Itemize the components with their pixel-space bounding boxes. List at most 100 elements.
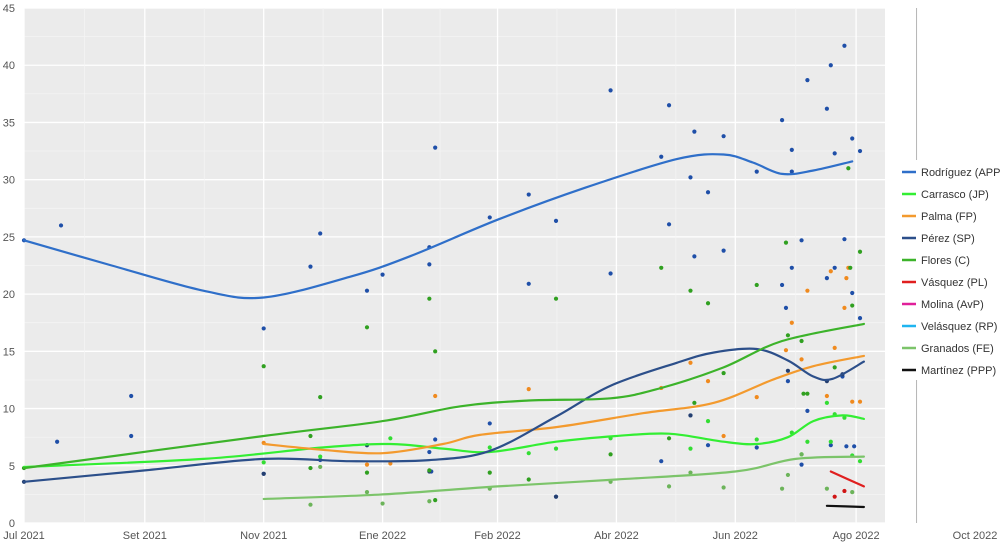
data-point (318, 454, 323, 459)
data-point (779, 118, 785, 123)
x-tick-label: Ago 2022 (833, 530, 880, 542)
data-point (380, 272, 385, 277)
data-point (805, 78, 810, 83)
data-point (364, 490, 370, 495)
y-axis-ticks: 0 5 10 15 20 25 30 35 40 45 (3, 3, 15, 530)
data-point (832, 494, 837, 499)
trend-line (829, 470, 865, 488)
data-point (705, 190, 711, 195)
data-point (388, 436, 393, 441)
data-point (824, 275, 829, 281)
data-point (799, 338, 804, 344)
data-point (659, 459, 664, 464)
trend-line (262, 455, 865, 501)
legend-label: Carrasco (JP) (921, 189, 989, 201)
data-point (789, 169, 794, 174)
data-points (21, 43, 863, 507)
data-point (832, 151, 837, 156)
data-point (129, 393, 134, 399)
data-point (433, 145, 438, 150)
data-point (553, 494, 559, 499)
data-point (526, 192, 531, 197)
data-point (850, 290, 855, 296)
data-point (526, 387, 531, 392)
data-point (844, 444, 849, 449)
data-point (824, 106, 829, 111)
x-tick-label: Jun 2022 (713, 530, 758, 542)
data-point (427, 262, 432, 267)
y-tick-label: 15 (3, 346, 15, 358)
legend-label: Molina (AvP) (921, 299, 984, 311)
data-point (850, 303, 855, 308)
data-point (799, 462, 804, 467)
data-point (666, 484, 672, 489)
data-point (832, 365, 837, 370)
data-point (688, 446, 693, 451)
data-point (526, 281, 531, 286)
data-point (824, 393, 829, 399)
data-point (842, 488, 847, 494)
data-point (805, 439, 810, 444)
data-point (805, 408, 810, 413)
data-point (261, 460, 266, 465)
legend-label: Palma (FP) (921, 211, 977, 223)
data-point (318, 231, 323, 236)
x-tick-label: Abr 2022 (594, 530, 639, 542)
x-tick-label: Ene 2022 (359, 530, 406, 542)
trend-line (22, 322, 865, 470)
data-point (261, 364, 266, 369)
y-tick-label: 25 (3, 232, 15, 244)
data-point (721, 433, 726, 439)
data-point (799, 357, 804, 362)
data-point (846, 166, 851, 171)
x-tick-label: Jul 2021 (3, 530, 45, 542)
data-point (688, 470, 693, 475)
data-point (666, 103, 672, 108)
data-point (783, 348, 789, 353)
data-point (58, 223, 64, 228)
data-point (842, 305, 847, 310)
y-tick-label: 40 (3, 60, 15, 72)
data-point (721, 248, 726, 253)
data-point (433, 349, 438, 354)
data-point (857, 399, 863, 404)
y-tick-label: 35 (3, 117, 15, 129)
data-point (850, 136, 855, 141)
data-point (799, 452, 804, 457)
y-tick-label: 10 (3, 404, 15, 416)
data-point (705, 419, 711, 424)
data-point (553, 296, 559, 301)
x-tick-label: Feb 2022 (474, 530, 520, 542)
data-point (608, 88, 613, 93)
y-tick-label: 45 (3, 3, 15, 15)
data-point (666, 222, 672, 227)
data-point (850, 399, 855, 404)
data-point (857, 148, 863, 154)
data-point (789, 147, 794, 153)
data-point (688, 360, 693, 365)
data-point (688, 288, 693, 293)
data-point (799, 238, 804, 243)
legend-label: Rodríguez (APP) (921, 167, 1000, 179)
data-point (805, 391, 810, 396)
data-point (308, 502, 313, 507)
y-tick-label: 0 (9, 518, 15, 530)
data-point (318, 464, 323, 470)
y-tick-label: 5 (9, 461, 15, 473)
data-point (852, 444, 857, 449)
x-tick-label: Nov 2021 (240, 530, 287, 542)
data-point (487, 215, 492, 220)
data-point (487, 445, 492, 450)
legend-label: Pérez (SP) (921, 233, 975, 245)
data-point (789, 265, 794, 270)
data-point (364, 325, 370, 330)
data-point (608, 271, 613, 276)
data-point (785, 368, 791, 373)
data-point (857, 459, 863, 464)
data-point (828, 269, 833, 274)
data-point (364, 462, 370, 467)
data-point (801, 391, 806, 396)
data-point (828, 63, 833, 68)
trend-line (22, 153, 854, 300)
data-point (754, 169, 759, 174)
